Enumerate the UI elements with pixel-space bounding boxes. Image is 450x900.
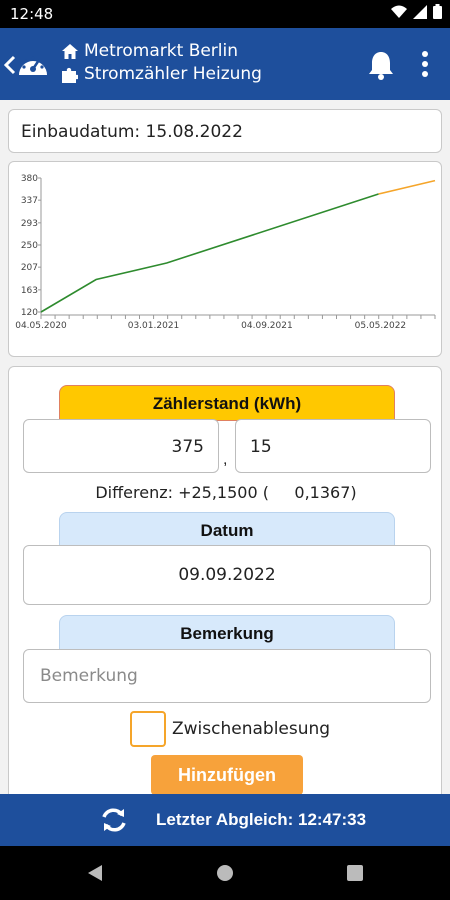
- nav-home-icon[interactable]: [216, 864, 234, 882]
- header-titles: Metromarkt Berlin Stromzähler Heizung: [62, 40, 262, 86]
- intermediate-reading-label: Zwischenablesung: [172, 719, 331, 739]
- last-sync-text: Letzter Abgleich: 12:47:33: [156, 810, 367, 829]
- status-icons: [391, 4, 442, 19]
- system-nav-bar: [0, 846, 450, 900]
- app-bar: Metromarkt Berlin Stromzähler Heizung: [0, 28, 450, 100]
- home-icon: [62, 44, 78, 59]
- puzzle-icon: [62, 67, 78, 83]
- series-line-0: [40, 193, 379, 313]
- intermediate-reading-checkbox[interactable]: [130, 711, 166, 747]
- chart-card: 120 163 207 250 293 337 380 04.05.2020 03.01.20…: [8, 161, 442, 357]
- more-vert-icon[interactable]: [420, 50, 430, 78]
- y-tick-label: 163: [21, 286, 38, 296]
- status-time: 12:48: [10, 5, 54, 23]
- y-tick-label: 337: [21, 196, 38, 206]
- meter-reading-label: Zählerstand (kWh): [59, 385, 395, 421]
- meter-decimal-input[interactable]: 15: [235, 419, 431, 473]
- y-tick-label: 380: [21, 174, 38, 184]
- sync-icon[interactable]: [100, 807, 128, 833]
- reading-form: Zählerstand (kWh) 375 , 15 Differenz: +2…: [8, 366, 442, 794]
- x-tick-label: 05.05.2022: [355, 321, 407, 331]
- header-location-row: Metromarkt Berlin: [62, 40, 262, 63]
- date-input[interactable]: 09.09.2022: [23, 545, 431, 605]
- sync-footer: Letzter Abgleich: 12:47:33: [0, 794, 450, 846]
- nav-back-icon[interactable]: [86, 864, 104, 882]
- decimal-separator: ,: [223, 451, 228, 468]
- content-area: Einbaudatum: 15.08.2022 120 163 207 250 293 3…: [0, 100, 450, 794]
- remark-label: Bemerkung: [59, 615, 395, 651]
- x-tick-label: 04.09.2021: [241, 321, 293, 331]
- back-button[interactable]: [4, 50, 52, 80]
- y-tick-label: 293: [21, 219, 38, 229]
- add-button[interactable]: Hinzufügen: [151, 755, 303, 794]
- signal-icon: [413, 4, 427, 19]
- nav-recents-icon[interactable]: [346, 864, 364, 882]
- header-location: Metromarkt Berlin: [84, 41, 239, 61]
- x-tick-label: 04.05.2020: [15, 321, 67, 331]
- remark-input[interactable]: Bemerkung: [23, 649, 431, 703]
- meter-chart: 120 163 207 250 293 337 380 04.05.2020 03.01.20…: [15, 174, 436, 331]
- chevron-left-icon: [4, 55, 16, 75]
- header-meter-row: Stromzähler Heizung: [62, 63, 262, 86]
- install-date: Einbaudatum: 15.08.2022: [8, 109, 442, 153]
- wifi-icon: [391, 5, 407, 18]
- meter-integer-input[interactable]: 375: [23, 419, 219, 473]
- y-tick-label: 120: [21, 308, 38, 318]
- y-tick-label: 207: [21, 263, 38, 273]
- dashboard-gauge-icon: [19, 56, 47, 75]
- battery-icon: [433, 4, 442, 19]
- bell-icon[interactable]: [367, 50, 395, 80]
- series-line-1: [378, 179, 436, 195]
- difference-text: Differenz: +25,1500 ( 0,1367): [95, 483, 357, 502]
- y-tick-label: 250: [21, 241, 38, 251]
- x-tick-label: 03.01.2021: [128, 321, 180, 331]
- date-label: Datum: [59, 512, 395, 548]
- header-meter: Stromzähler Heizung: [84, 64, 262, 84]
- status-bar: 12:48: [0, 0, 450, 28]
